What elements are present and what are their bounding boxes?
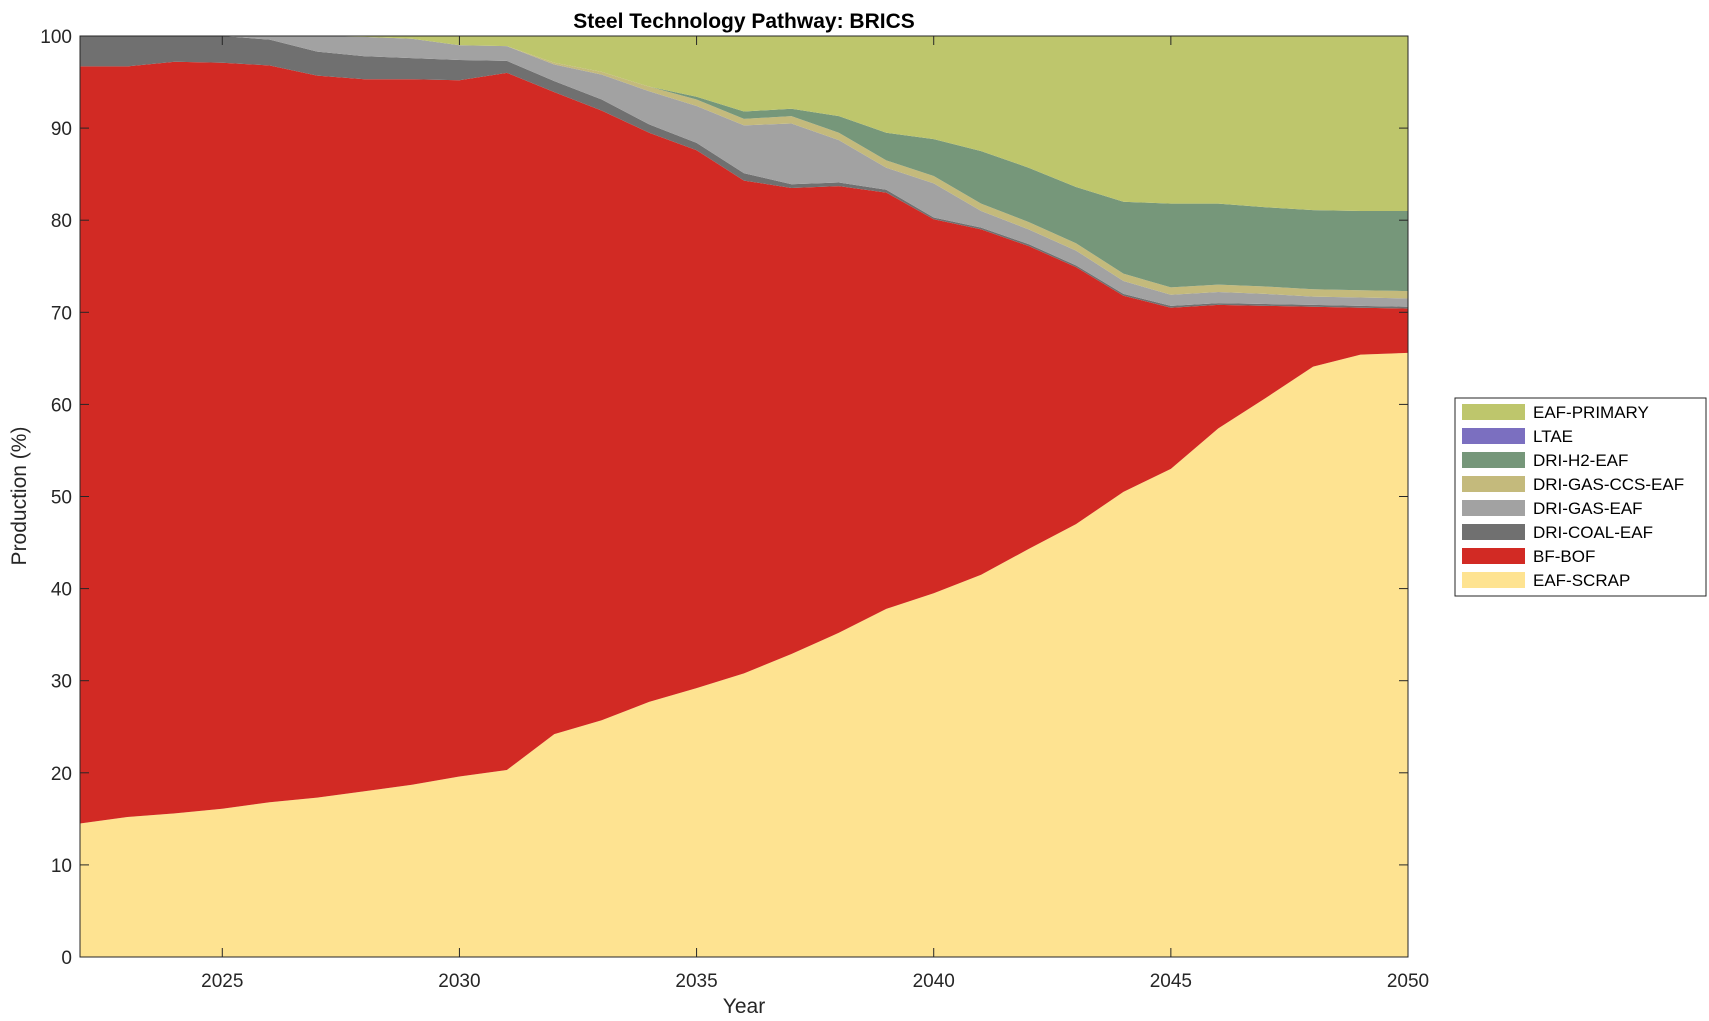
y-tick-label: 50 (51, 488, 72, 509)
x-tick-label: 2050 (1387, 971, 1429, 992)
y-axis-title: Production (%) (8, 427, 31, 566)
y-tick-label: 60 (51, 395, 72, 416)
legend-swatch-bf-bof (1462, 548, 1525, 564)
legend-swatch-dri-gas-ccs-eaf (1462, 476, 1525, 492)
x-tick-label: 2025 (201, 971, 243, 992)
x-tick-label: 2045 (1150, 971, 1192, 992)
areas-layer (80, 36, 1408, 957)
area-eaf-primary (80, 36, 1408, 211)
area-bf-bof (80, 61, 1408, 824)
legend-box (1454, 397, 1707, 597)
x-tick-label: 2030 (438, 971, 480, 992)
x-tick-label: 2040 (913, 971, 955, 992)
legend-label-eaf-scrap: EAF-SCRAP (1533, 571, 1630, 590)
legend-label-dri-coal-eaf: DRI-COAL-EAF (1533, 523, 1653, 542)
legend-label-dri-h2-eaf: DRI-H2-EAF (1533, 451, 1628, 470)
legend-label-eaf-primary: EAF-PRIMARY (1533, 403, 1649, 422)
legend: EAF-PRIMARY LTAE DRI-H2-EAF DRI-GAS-CCS-EAF… (1454, 397, 1707, 597)
y-tick-label: 90 (51, 119, 72, 140)
y-tick-label: 20 (51, 764, 72, 785)
y-axis: 0 10 20 30 40 50 60 70 80 90 100 (40, 27, 1408, 969)
legend-label-dri-gas-ccs-eaf: DRI-GAS-CCS-EAF (1533, 475, 1684, 494)
x-tick-label: 2035 (675, 971, 717, 992)
legend-label-ltae: LTAE (1533, 427, 1573, 446)
legend-swatch-dri-h2-eaf (1462, 452, 1525, 468)
y-tick-label: 40 (51, 580, 72, 601)
area-dri-gas-eaf (80, 36, 1408, 307)
legend-swatch-eaf-scrap (1462, 572, 1525, 588)
y-tick-label: 100 (40, 27, 72, 48)
y-tick-label: 10 (51, 856, 72, 877)
legend-swatch-ltae (1462, 428, 1525, 444)
legend-swatch-dri-gas-eaf (1462, 500, 1525, 516)
x-axis: 2025 2030 2035 2040 2045 2050 (201, 36, 1429, 992)
y-tick-label: 0 (61, 948, 72, 969)
legend-swatch-eaf-primary (1462, 404, 1525, 420)
chart-title: Steel Technology Pathway: BRICS (573, 10, 915, 33)
area-eaf-scrap (80, 352, 1408, 957)
y-tick-label: 70 (51, 303, 72, 324)
legend-swatch-dri-coal-eaf (1462, 524, 1525, 540)
area-dri-h2-eaf (80, 36, 1408, 292)
x-axis-title: Year (723, 995, 765, 1018)
y-tick-label: 30 (51, 672, 72, 693)
legend-label-dri-gas-eaf: DRI-GAS-EAF (1533, 499, 1643, 518)
legend-label-bf-bof: BF-BOF (1533, 547, 1595, 566)
y-tick-label: 80 (51, 211, 72, 232)
